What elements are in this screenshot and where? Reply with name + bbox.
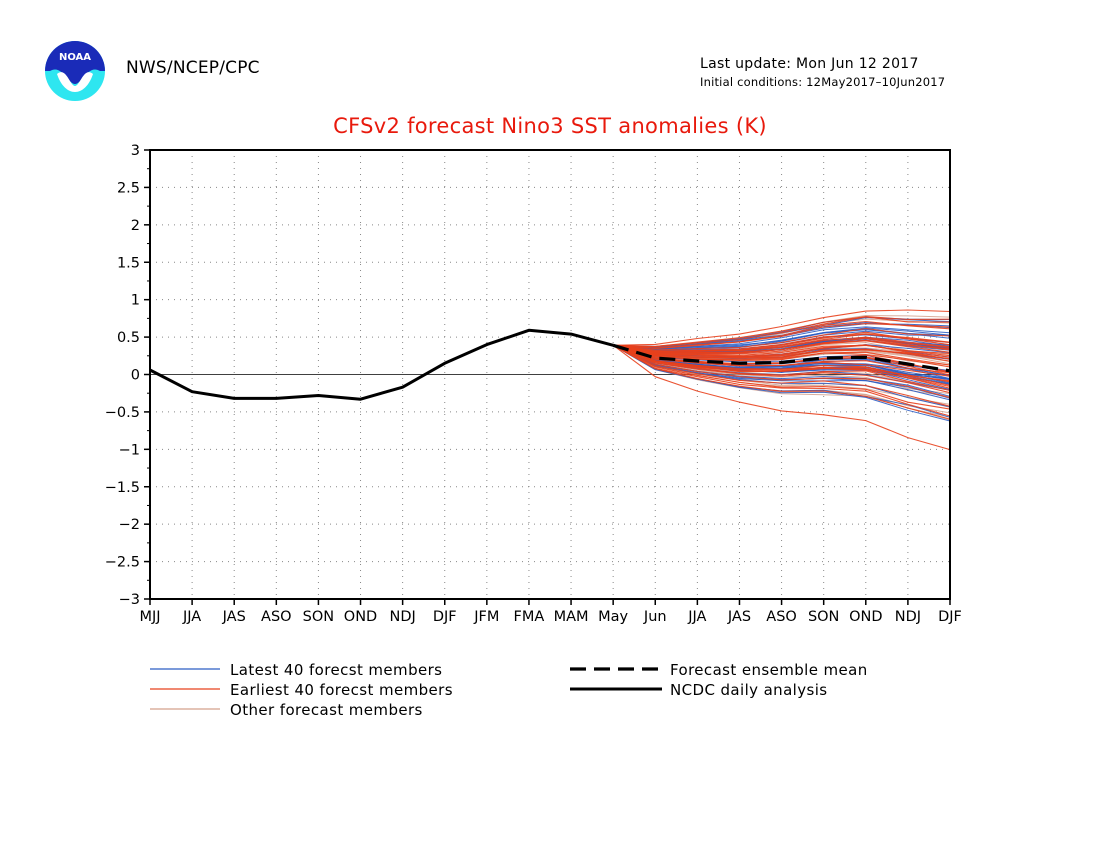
forecast-member-line	[613, 333, 951, 353]
x-tick-label-son: SON	[808, 609, 839, 625]
x-tick-marks	[149, 599, 951, 605]
x-tick-label-jun: Jun	[643, 609, 667, 625]
y-tick-label: −1	[119, 442, 140, 458]
forecast-member-line	[613, 333, 951, 352]
forecast-member-line	[612, 344, 951, 451]
forecast-member-line	[613, 337, 951, 354]
x-tick-label-djf: DJF	[433, 609, 457, 625]
y-tick-label: 2.5	[117, 180, 140, 196]
forecast-member-line	[612, 344, 951, 401]
forecast-member-line	[612, 344, 951, 392]
x-tick-label-son: SON	[303, 609, 334, 625]
x-tick-label-mam: MAM	[554, 609, 589, 625]
forecast-member-line	[613, 344, 951, 358]
forecast-member-line	[612, 344, 951, 417]
forecast-member-line	[613, 344, 951, 360]
y-tick-label: 1.5	[117, 255, 140, 271]
y-tick-label: −3	[119, 592, 140, 608]
forecast-member-line	[613, 327, 951, 351]
y-tick-label: −0.5	[105, 405, 140, 421]
x-tick-label-fma: FMA	[514, 609, 545, 625]
x-tick-label-jas: JAS	[222, 609, 246, 625]
initial-conditions-label: Initial conditions: 12May2017–10Jun2017	[700, 75, 946, 89]
x-tick-label-djf: DJF	[938, 609, 962, 625]
organization-label: NWS/NCEP/CPC	[126, 58, 260, 78]
forecast-member-line	[612, 344, 951, 420]
y-tick-label: −1.5	[105, 480, 140, 496]
x-tick-label-aso: ASO	[766, 609, 797, 625]
legend-label-analysis: NCDC daily analysis	[670, 681, 828, 699]
y-tick-label: 3	[131, 143, 140, 159]
x-tick-label-jfm: JFM	[473, 609, 499, 625]
forecast-member-line	[613, 327, 951, 351]
forecast-member-line	[612, 344, 951, 407]
x-tick-label-may: May	[598, 609, 628, 625]
x-tick-label-ndj: NDJ	[895, 609, 921, 625]
forecast-member-line	[613, 309, 951, 346]
x-tick-labels: MJJ JJA JAS ASO SON OND NDJ DJF JFM FMA MAM May Jun J…	[139, 609, 961, 625]
x-tick-label-jja: JJA	[182, 609, 201, 625]
legend-label-earliest: Earliest 40 forecst members	[230, 681, 453, 699]
x-tick-label-ndj: NDJ	[389, 609, 415, 625]
y-tick-marks	[144, 149, 150, 600]
forecast-member-line	[613, 316, 951, 348]
ncdc-daily-analysis-line	[149, 328, 614, 401]
x-tick-label-ond: OND	[344, 609, 377, 625]
y-tick-label: 2	[131, 218, 140, 234]
x-tick-label-ond: OND	[849, 609, 882, 625]
x-tick-label-jas: JAS	[727, 609, 751, 625]
forecast-member-line	[613, 344, 951, 383]
noaa-logo-icon: NOAA	[45, 41, 105, 101]
forecast-member-line	[613, 340, 951, 355]
earliest-forecast-members	[612, 309, 951, 451]
legend-label-latest: Latest 40 forecst members	[230, 661, 442, 679]
y-tick-labels: −3 −2.5 −2 −1.5 −1 −0.5 0 0.5 1 1.5 2 2.5 3	[105, 143, 140, 608]
x-tick-label-mjj: MJJ	[139, 609, 160, 625]
forecast-member-line	[612, 344, 951, 410]
y-tick-label: 0.5	[117, 330, 140, 346]
forecast-member-line	[613, 344, 951, 389]
x-tick-label-jja: JJA	[687, 609, 706, 625]
y-tick-label: −2.5	[105, 555, 140, 571]
chart-title: CFSv2 forecast Nino3 SST anomalies (K)	[333, 114, 767, 138]
x-tick-label-aso: ASO	[261, 609, 292, 625]
svg-text:NOAA: NOAA	[59, 52, 91, 63]
legend-label-mean: Forecast ensemble mean	[670, 661, 868, 679]
forecast-member-line	[613, 323, 951, 350]
y-tick-label: 0	[131, 368, 140, 384]
forecast-ensemble-mean-line	[612, 343, 951, 373]
grid-lines	[150, 150, 950, 599]
y-tick-label: −2	[119, 517, 140, 533]
forecast-member-line	[612, 344, 951, 399]
forecast-member-line	[612, 344, 951, 394]
y-tick-label: 1	[131, 293, 140, 309]
last-update-label: Last update: Mon Jun 12 2017	[700, 56, 919, 72]
legend: Latest 40 forecst members Earliest 40 fo…	[150, 661, 868, 719]
legend-label-other: Other forecast members	[230, 701, 423, 719]
